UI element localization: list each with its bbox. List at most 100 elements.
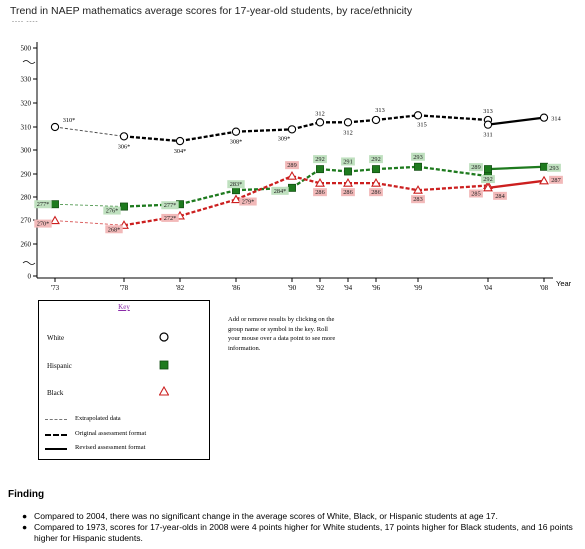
data-label: 286 [343, 189, 352, 196]
white-point [315, 118, 325, 127]
x-tick-label: '73 [51, 284, 60, 292]
y-tick-label: 320 [21, 100, 32, 108]
black-point [483, 182, 493, 192]
data-label: 314 [551, 116, 561, 123]
x-tick-label: '94 [344, 284, 353, 292]
y-tick-label: 310 [21, 124, 32, 132]
revised-format-line-icon [45, 448, 67, 450]
axis-break-icon [22, 261, 36, 265]
data-label-bg [227, 180, 245, 189]
chart-labels: 310* 306* 304* 308* 309* 312 312 313 315 313 311 31… [34, 107, 563, 234]
hispanic-point [316, 165, 324, 174]
finding-heading: Finding [8, 489, 45, 500]
data-label-bg [161, 201, 179, 210]
x-tick-label: '82 [176, 284, 185, 292]
chart-axes: 0 260 270 280 290 300 310 320 330 500 '73 '78 '82 '86… [21, 42, 572, 292]
hispanic-point [484, 165, 492, 174]
white-point [371, 115, 381, 125]
hispanic-point [120, 202, 128, 211]
data-label-bg [34, 200, 52, 209]
data-label: 291 [343, 158, 352, 165]
x-tick-label: '78 [120, 284, 129, 292]
data-label: 310* [63, 117, 76, 124]
white-point [175, 136, 185, 146]
scale-note: ---- ---- [12, 19, 39, 25]
black-point [371, 178, 381, 187]
hispanic-segment [179, 189, 237, 206]
data-label: 272* [164, 215, 177, 222]
data-label-bg [411, 152, 425, 161]
data-label-bg [161, 213, 179, 222]
data-label: 312 [343, 129, 352, 136]
black-triangle-icon[interactable] [159, 386, 169, 396]
x-tick-label: '96 [372, 284, 381, 292]
white-circle-icon[interactable] [159, 332, 169, 342]
white-point [50, 122, 60, 132]
key-white-label[interactable]: White [47, 334, 65, 342]
x-tick-label: '86 [232, 284, 241, 292]
x-tick-label: '99 [414, 284, 423, 292]
y-tick-label: 270 [21, 217, 32, 225]
data-label-bg [313, 155, 327, 164]
hispanic-square-icon[interactable] [159, 360, 169, 370]
data-label-bg [34, 219, 52, 228]
white-segment [487, 116, 545, 126]
data-label: 283* [230, 181, 243, 188]
y-tick-label: 260 [21, 241, 32, 249]
black-point [343, 178, 353, 187]
hispanic-segment [487, 165, 545, 171]
white-point [483, 120, 493, 129]
data-label: 308* [230, 139, 243, 146]
data-label-bg [469, 189, 483, 198]
data-label-bg [547, 163, 561, 172]
data-label: 279* [242, 199, 255, 206]
data-label: 293 [413, 154, 422, 161]
axis-break-icon [22, 60, 36, 64]
y-tick-label: 300 [21, 147, 32, 155]
key-extrapolated-label: Extrapolated data [75, 415, 121, 422]
black-segment [123, 214, 181, 227]
data-label: 286 [371, 189, 380, 196]
hispanic-point [414, 162, 422, 171]
key-black-label[interactable]: Black [47, 389, 64, 397]
finding-item: ● Compared to 2004, there was no signific… [22, 511, 577, 522]
y-tick-label: 0 [28, 273, 32, 281]
black-segment [417, 184, 489, 192]
hispanic-point [372, 165, 380, 174]
data-label: 277* [37, 201, 50, 208]
hispanic-segment [123, 203, 181, 208]
y-tick-label: 280 [21, 194, 32, 202]
data-label: 276* [106, 208, 119, 215]
white-point [413, 111, 423, 120]
data-label-bg [481, 175, 495, 184]
data-label: 270* [37, 221, 50, 228]
bullet-icon: ● [22, 522, 28, 532]
extrapolated-line-icon [45, 419, 67, 420]
chart-marks [50, 111, 549, 229]
data-label: 289 [287, 162, 296, 169]
x-axis-label: Year [556, 279, 572, 288]
finding-list: ● Compared to 2004, there was no signific… [22, 511, 577, 544]
black-point [231, 194, 241, 204]
x-tick-label: '92 [316, 284, 325, 292]
data-label: 313 [375, 107, 384, 114]
data-label-bg [341, 157, 355, 166]
data-label: 284 [495, 193, 505, 200]
data-label-bg [271, 186, 289, 195]
chart-lines [54, 114, 545, 227]
key-revised-label: Revised assessment format [75, 444, 146, 451]
original-format-line-icon [45, 434, 67, 436]
data-label-bg [285, 161, 299, 170]
data-label: 287 [551, 177, 560, 184]
data-label: 315 [417, 121, 426, 128]
black-segment [179, 198, 237, 218]
black-segment [487, 179, 545, 189]
hispanic-point [51, 200, 59, 209]
data-label-bg [313, 188, 327, 197]
legend-key: Key White Hispanic Black Extrapolated da… [38, 300, 210, 460]
y-tick-label: 290 [21, 171, 32, 179]
key-hispanic-label[interactable]: Hispanic [47, 362, 72, 370]
white-segment [291, 121, 321, 131]
black-point [539, 175, 549, 185]
data-label: 268* [108, 226, 121, 233]
